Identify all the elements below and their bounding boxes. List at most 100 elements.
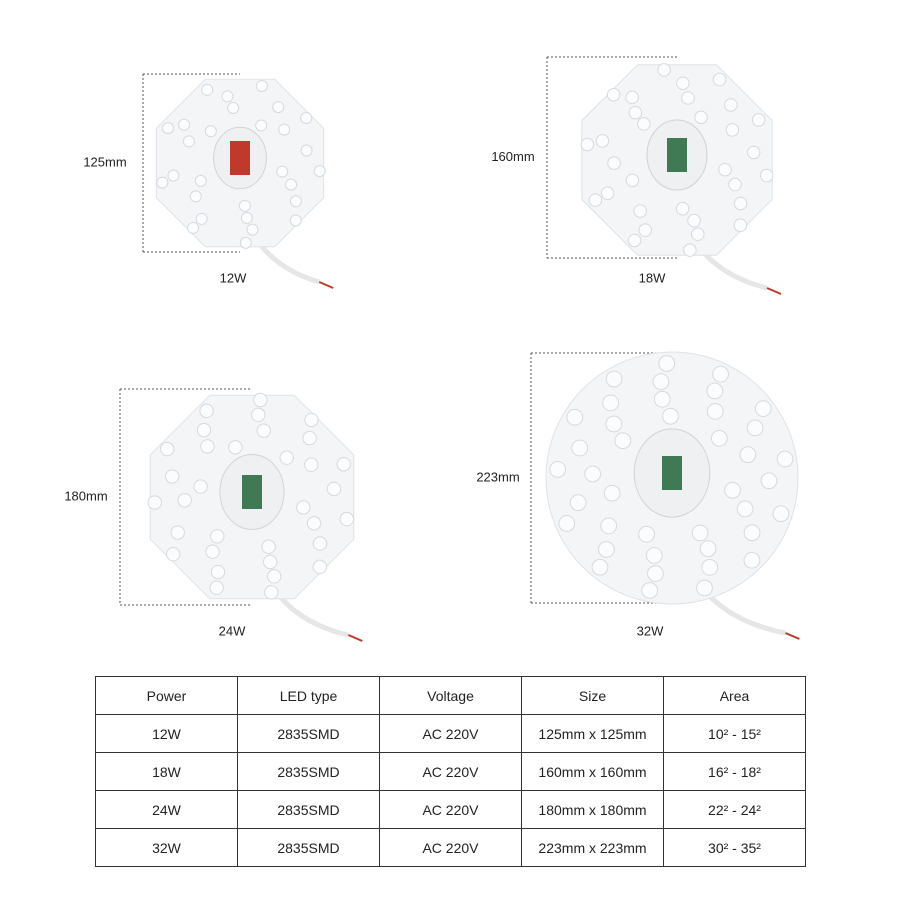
led (256, 423, 271, 438)
led (228, 440, 243, 455)
led (182, 135, 195, 148)
led (724, 98, 738, 112)
table-cell: Power (95, 676, 238, 715)
led (691, 524, 709, 542)
led (272, 101, 285, 114)
led (289, 214, 302, 227)
led (710, 429, 728, 447)
led (754, 400, 772, 417)
led (193, 479, 208, 494)
led (733, 218, 748, 233)
table-cell: 18W (95, 752, 238, 791)
products: 125mm 12W 160mm 18W 180mm 24W 223mm 32W (64, 56, 800, 642)
table-cell: Voltage (379, 676, 522, 715)
size-label: 125mm (83, 154, 126, 169)
led (296, 500, 311, 515)
led (313, 165, 326, 178)
led (251, 407, 266, 423)
led (743, 524, 761, 542)
led (647, 565, 664, 582)
led (312, 536, 328, 551)
led (690, 227, 705, 241)
led (658, 355, 676, 372)
led (743, 551, 761, 569)
led (253, 392, 268, 408)
led-module: 180mm 24W (64, 388, 363, 642)
led (598, 541, 615, 558)
led (759, 168, 774, 183)
driver (667, 138, 687, 172)
led (240, 212, 253, 225)
led (289, 195, 302, 208)
led (706, 402, 724, 420)
table-cell: LED type (237, 676, 380, 715)
size-label: 160mm (491, 149, 534, 164)
table-row: Power LED type Voltage Size Area (95, 676, 806, 715)
led (625, 173, 640, 188)
table-cell: AC 220V (379, 828, 522, 867)
led (701, 559, 719, 576)
led (607, 156, 621, 170)
led (728, 177, 742, 192)
led (605, 370, 623, 388)
led (238, 199, 251, 212)
led (776, 450, 794, 468)
driver (242, 475, 262, 509)
led (255, 119, 268, 132)
led (627, 233, 642, 248)
led (657, 63, 671, 77)
led (263, 554, 278, 570)
size-label: 180mm (64, 488, 107, 503)
led (209, 580, 224, 595)
led (161, 122, 174, 135)
table-cell: 16² - 18² (663, 752, 806, 791)
table-cell: 2835SMD (237, 790, 380, 829)
led (196, 422, 212, 438)
led (194, 174, 207, 187)
table-cell: 160mm x 160mm (521, 752, 664, 791)
led (210, 529, 225, 544)
led (200, 439, 215, 454)
led (637, 117, 651, 131)
led (628, 105, 643, 120)
led (566, 408, 584, 426)
power-label: 24W (219, 623, 246, 638)
table-cell: 22² - 24² (663, 790, 806, 829)
led (739, 446, 757, 464)
led (699, 540, 717, 558)
led (681, 91, 695, 105)
table-cell: Area (663, 676, 806, 715)
led (264, 585, 279, 600)
led (201, 83, 214, 96)
led (276, 165, 289, 178)
led (306, 516, 322, 531)
table-cell: 223mm x 223mm (521, 828, 664, 867)
led (652, 373, 670, 390)
table-cell: 2835SMD (237, 714, 380, 753)
led (160, 441, 175, 457)
led (706, 382, 724, 400)
led (645, 546, 663, 564)
led (724, 481, 741, 499)
table-row: 32W 2835SMD AC 220V 223mm x 223mm 30² - 35² (95, 828, 806, 867)
led (246, 223, 259, 236)
power-label: 32W (637, 623, 664, 638)
led (772, 505, 790, 523)
spec-table: Power LED type Voltage Size Area 12W 2835SMD AC… (95, 676, 806, 867)
led (189, 190, 202, 203)
table-cell: 32W (95, 828, 238, 867)
led (580, 137, 595, 152)
led (336, 457, 351, 472)
table-cell: 125mm x 125mm (521, 714, 664, 753)
led (746, 419, 764, 437)
led (205, 544, 220, 559)
table-cell: 12W (95, 714, 238, 753)
led (204, 125, 217, 138)
led (227, 101, 240, 114)
driver (230, 141, 250, 175)
power-label: 12W (220, 270, 247, 285)
led (285, 178, 298, 191)
led (549, 461, 567, 478)
led (638, 525, 655, 543)
